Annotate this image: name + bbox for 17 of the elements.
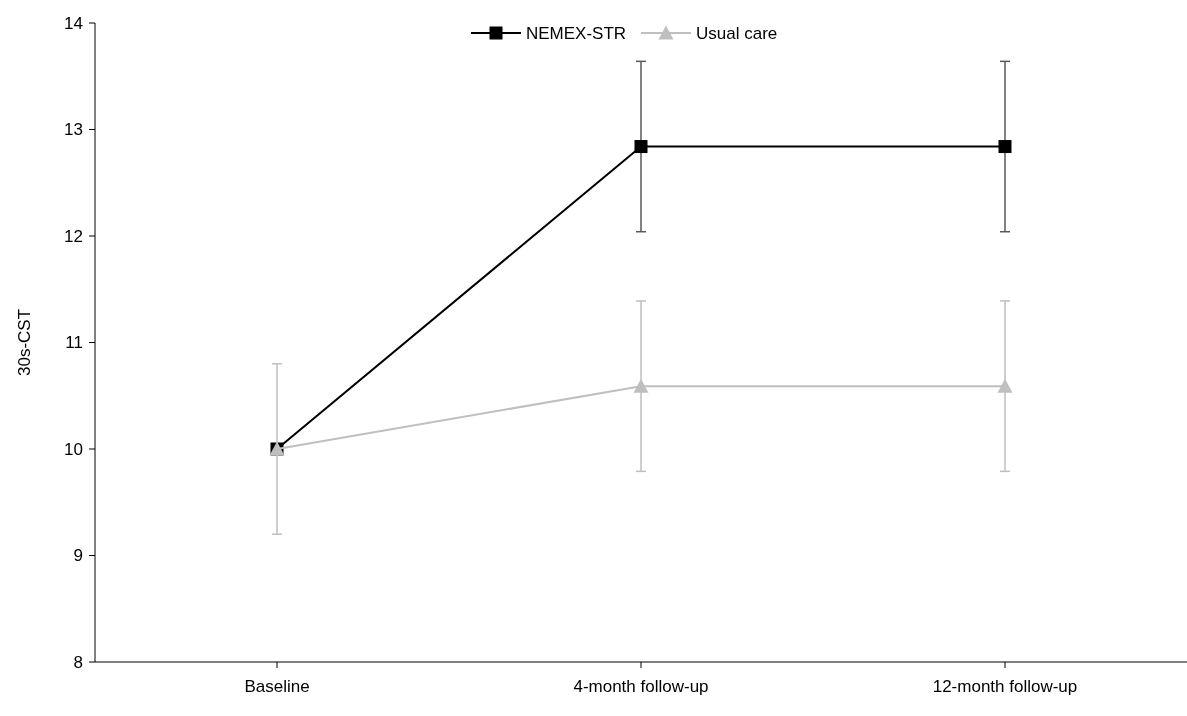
y-tick-label: 8	[73, 652, 83, 672]
point	[634, 140, 648, 154]
y-axis-title: 30s-CST	[15, 308, 34, 377]
point	[633, 378, 649, 393]
point	[998, 140, 1012, 154]
point	[997, 378, 1013, 393]
x-tick-label: Baseline	[244, 677, 310, 696]
y-tick-label: 14	[64, 13, 83, 33]
y-tick-label: 11	[65, 333, 83, 353]
x-tick-label: 4-month follow-up	[573, 677, 709, 696]
legend-label: NEMEX-STR	[526, 23, 627, 43]
x-tick-label: 12-month follow-up	[932, 677, 1078, 696]
y-tick-label: 13	[64, 120, 83, 140]
y-tick-label: 10	[64, 439, 83, 459]
y-tick-label: 12	[64, 226, 83, 246]
legend-label: Usual care	[696, 23, 778, 43]
y-tick-label: 9	[73, 546, 83, 566]
